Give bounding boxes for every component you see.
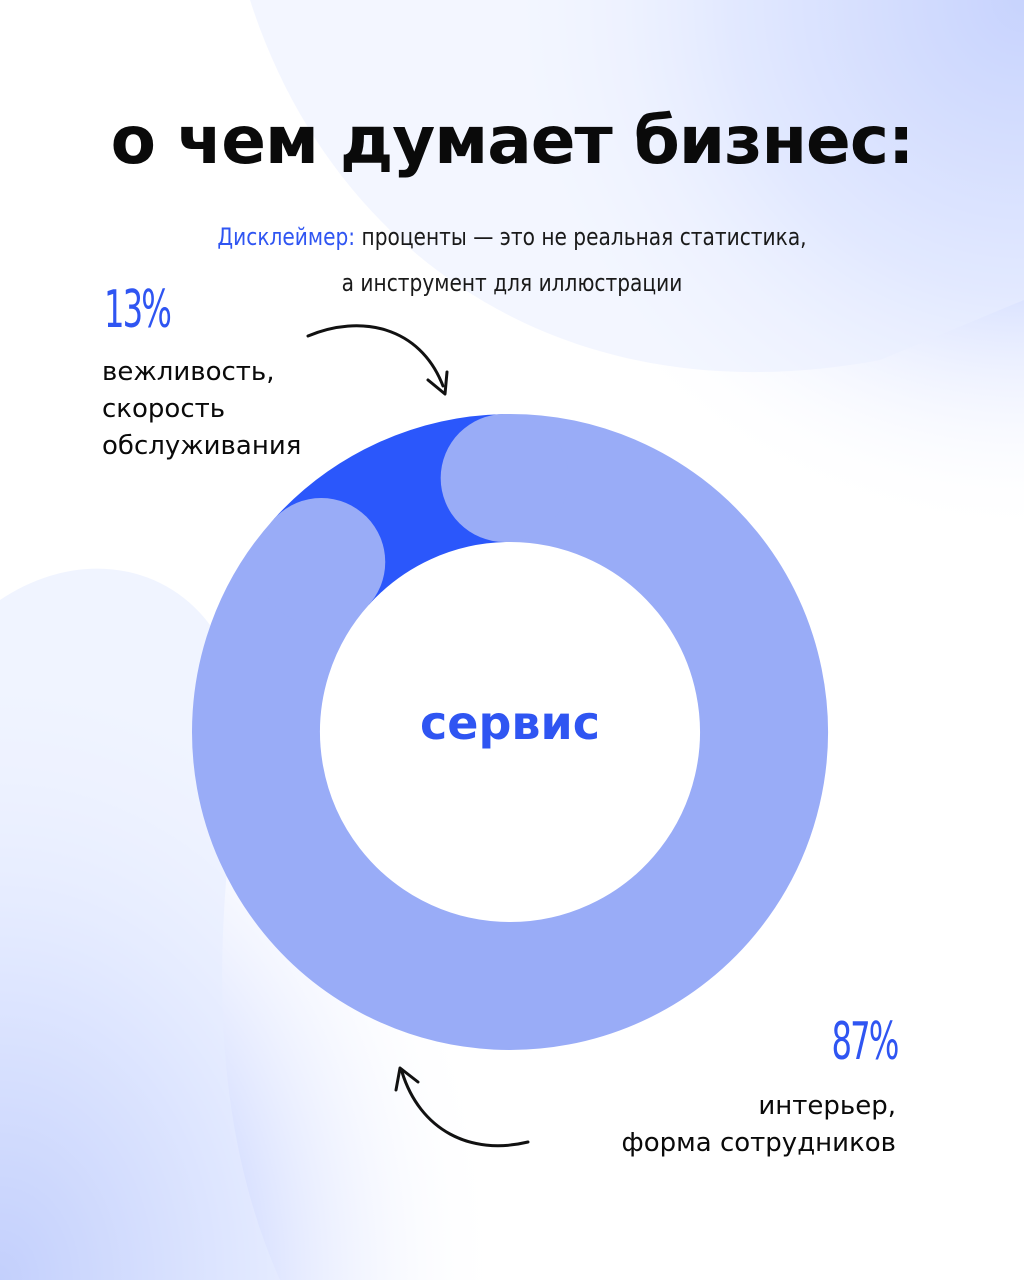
disclaimer-line-2: а инструмент для иллюстрации xyxy=(341,269,683,297)
slice-description-large: интерьер, форма сотрудников xyxy=(536,1088,897,1162)
donut-slice-large-cap xyxy=(257,498,386,627)
description-line: обслуживания xyxy=(102,431,302,461)
page-title: о чем думает бизнес: xyxy=(110,102,915,179)
description-line: вежливость, xyxy=(102,357,275,387)
donut-slices xyxy=(192,414,828,1050)
donut-chart xyxy=(192,414,828,1050)
slice-description-small: вежливость, скорость обслуживания xyxy=(102,354,402,465)
donut-slice-large xyxy=(192,414,828,1050)
description-line: форма сотрудников xyxy=(621,1128,897,1158)
description-line: интерьер, xyxy=(758,1091,896,1121)
curved-arrow-icon xyxy=(306,324,449,396)
curved-arrow-icon xyxy=(394,1066,530,1148)
disclaimer-label: Дисклеймер: xyxy=(217,223,356,251)
slice-percent-label-small: 13% xyxy=(104,280,172,340)
slice-percent-label-large: 87% xyxy=(831,1012,900,1072)
donut-slice-large-cap xyxy=(440,414,569,543)
disclaimer-line-1: Дисклеймер: проценты — это не реальная с… xyxy=(82,214,942,260)
disclaimer-text-1: проценты — это не реальная статистика, xyxy=(361,223,807,251)
disclaimer: Дисклеймер: проценты — это не реальная с… xyxy=(82,214,942,306)
chart-center-label: сервис xyxy=(419,696,600,750)
description-line: скорость xyxy=(102,394,226,424)
